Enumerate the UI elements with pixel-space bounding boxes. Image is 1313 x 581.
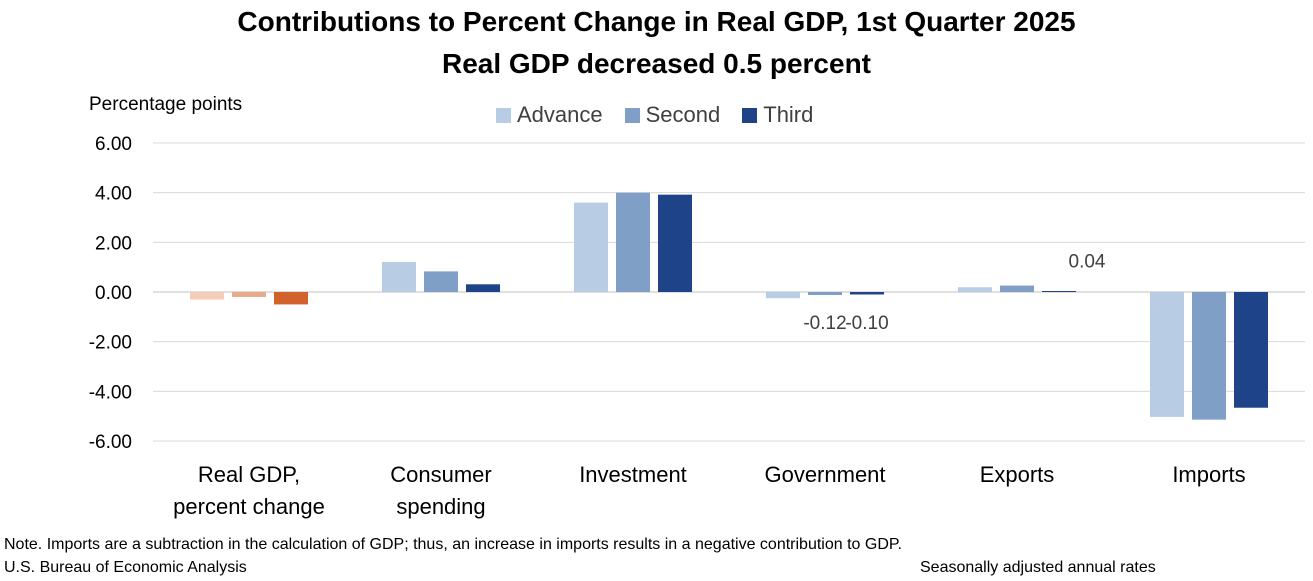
rates-label: Seasonally adjusted annual rates	[920, 559, 1156, 576]
legend-item-second: Second	[624, 102, 721, 128]
data-label: -0.12	[803, 313, 846, 334]
y-tick-label: 0.00	[95, 283, 132, 304]
bar-third	[1234, 292, 1268, 408]
y-axis-unit-label: Percentage points	[89, 94, 243, 115]
x-category-label: Imports	[1172, 462, 1245, 487]
legend-label-second: Second	[645, 102, 721, 127]
bar-second	[1192, 292, 1226, 420]
chart-subtitle: Real GDP decreased 0.5 percent	[441, 48, 872, 79]
x-category-label: percent change	[173, 494, 325, 519]
bar-second	[808, 292, 842, 295]
x-category-label: spending	[396, 494, 485, 519]
legend-label-third: Third	[763, 102, 814, 127]
bar-advance	[766, 292, 800, 299]
bar-advance	[958, 287, 992, 292]
legend-swatch-third	[742, 107, 758, 123]
bar-advance	[574, 202, 608, 292]
x-category-label: Consumer	[390, 462, 491, 487]
legend: Advance Second Third	[496, 101, 835, 129]
data-label: 0.04	[1069, 251, 1106, 272]
bar-second	[232, 292, 266, 297]
x-category-label: Exports	[980, 462, 1055, 487]
bar-advance	[1150, 292, 1184, 417]
legend-item-third: Third	[742, 102, 813, 128]
legend-swatch-advance	[496, 107, 511, 123]
legend-label-advance: Advance	[517, 102, 603, 127]
bar-second	[1000, 285, 1034, 292]
y-tick-label: -2.00	[89, 333, 132, 354]
bar-third	[1042, 291, 1076, 293]
bar-third	[850, 292, 884, 295]
data-label: -0.10	[845, 313, 888, 334]
source-label: U.S. Bureau of Economic Analysis	[4, 559, 247, 576]
bar-second	[424, 271, 458, 292]
bar-third	[274, 292, 308, 305]
bar-third	[466, 284, 500, 292]
x-category-label: Investment	[579, 462, 687, 487]
y-tick-label: -4.00	[89, 382, 132, 403]
y-tick-label: 6.00	[95, 134, 132, 155]
bar-advance	[382, 261, 416, 292]
legend-swatch-second	[624, 107, 640, 123]
y-tick-label: 2.00	[95, 233, 132, 254]
x-category-label: Government	[764, 462, 885, 487]
x-category-label: Real GDP,	[198, 462, 300, 487]
y-tick-label: -6.00	[89, 432, 132, 453]
bar-third	[658, 194, 692, 292]
y-tick-label: 4.00	[95, 184, 132, 205]
footnote: Note. Imports are a subtraction in the c…	[4, 536, 902, 553]
legend-item-advance: Advance	[496, 102, 603, 128]
chart-title: Contributions to Percent Change in Real …	[237, 6, 1076, 37]
bar-second	[616, 192, 650, 292]
bar-advance	[190, 292, 224, 300]
